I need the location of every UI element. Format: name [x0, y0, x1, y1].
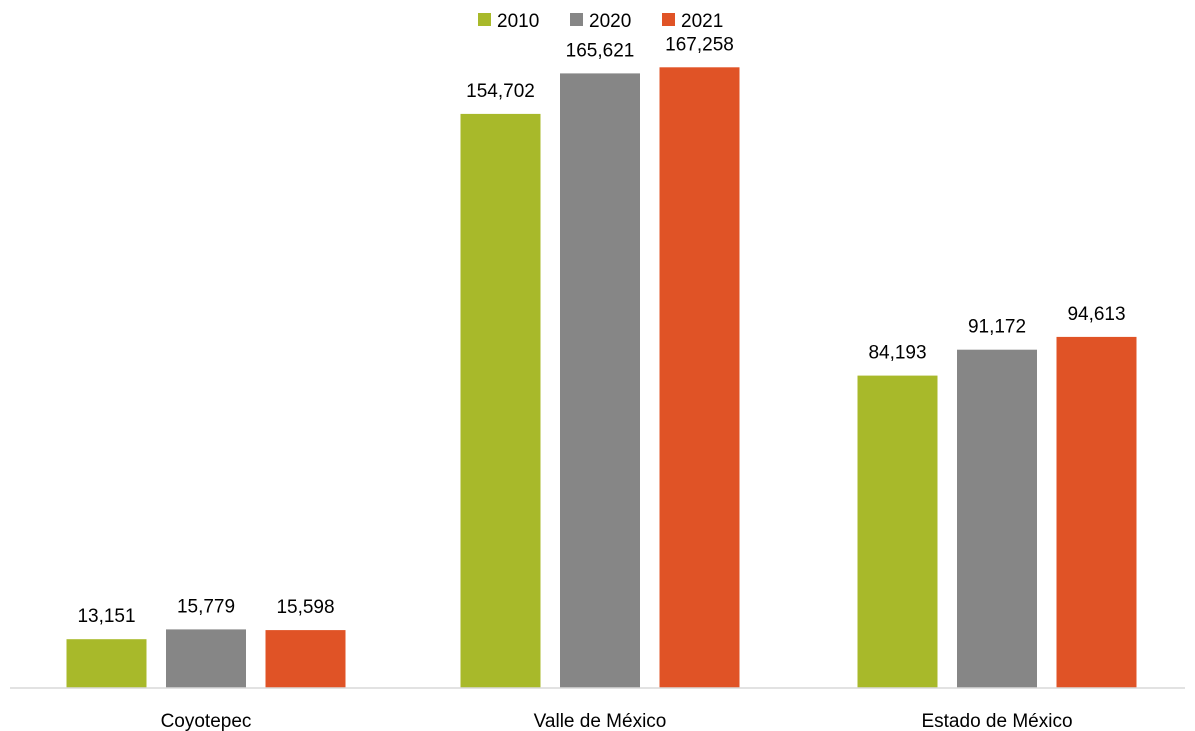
data-label-coyotepec-2010: 13,151: [77, 606, 135, 627]
category-label-coyotepec: Coyotepec: [161, 711, 252, 731]
data-label-estado-de-m-xico-2020: 91,172: [968, 317, 1026, 338]
legend-swatch-2020: [570, 13, 583, 26]
category-label-estado-de-m-xico: Estado de México: [921, 711, 1072, 731]
data-labels-group: 13,151 15,779 15,598 154,702 165,621 167,258 8…: [77, 34, 1125, 627]
data-label-valle-de-m-xico-2020: 165,621: [566, 40, 635, 61]
legend-label-2020: 2020: [589, 11, 631, 32]
bars-group: [66, 67, 1137, 689]
data-label-valle-de-m-xico-2010: 154,702: [466, 81, 535, 102]
bar-estado-de-m-xico-2021: [1056, 336, 1137, 688]
legend: 2010 2020 2021: [478, 11, 723, 32]
data-label-estado-de-m-xico-2021: 94,613: [1067, 304, 1125, 325]
bar-estado-de-m-xico-2020: [957, 349, 1037, 688]
bar-coyotepec-2010: [66, 639, 147, 688]
legend-swatch-2010: [478, 13, 491, 26]
legend-swatch-2021: [662, 13, 675, 26]
legend-label-2010: 2010: [497, 11, 539, 32]
data-label-estado-de-m-xico-2010: 84,193: [868, 343, 926, 364]
legend-label-2021: 2021: [681, 11, 723, 32]
data-label-valle-de-m-xico-2021: 167,258: [665, 34, 734, 55]
bar-valle-de-m-xico-2010: [460, 113, 541, 688]
bar-valle-de-m-xico-2020: [560, 73, 640, 688]
bar-coyotepec-2021: [265, 630, 346, 688]
category-labels-group: Coyotepec Valle de México Estado de México: [161, 711, 1073, 731]
data-label-coyotepec-2020: 15,779: [177, 596, 235, 617]
data-label-coyotepec-2021: 15,598: [276, 597, 334, 618]
bar-coyotepec-2020: [166, 629, 246, 688]
bar-valle-de-m-xico-2021: [659, 67, 740, 689]
bar-estado-de-m-xico-2010: [857, 375, 938, 688]
category-label-valle-de-m-xico: Valle de México: [534, 711, 667, 731]
